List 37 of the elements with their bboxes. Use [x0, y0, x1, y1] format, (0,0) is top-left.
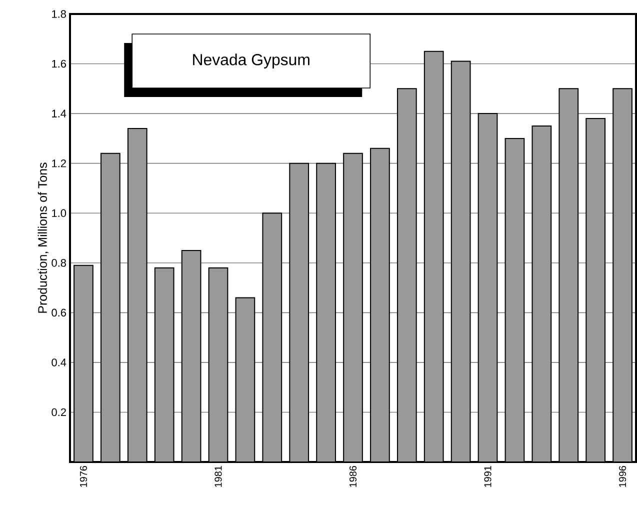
y-tick-label: 0.6: [52, 308, 66, 317]
y-tick-label: 1.6: [52, 60, 66, 68]
bar: [586, 118, 606, 462]
x-tick-label: 1976: [80, 466, 87, 487]
y-tick-label: 0.8: [52, 259, 66, 267]
y-tick-label: 1.8: [52, 10, 66, 18]
bar: [451, 61, 470, 462]
bar: [370, 148, 390, 462]
bar: [290, 163, 309, 462]
y-tick-label: 1.4: [52, 110, 66, 118]
bar: [154, 268, 174, 462]
text: Nevada Gypsum: [193, 54, 310, 68]
y-tick-label: 0.2: [52, 408, 66, 416]
x-tick-label: 1981: [214, 466, 222, 487]
bar: [424, 51, 444, 462]
y-tick-label: 0.4: [52, 358, 66, 366]
x-tick-label: 1996: [619, 466, 626, 487]
bar: [612, 88, 632, 462]
bar: [208, 268, 228, 462]
bar: [182, 250, 201, 462]
bar: [478, 114, 498, 462]
bar: [397, 88, 416, 462]
bar: [74, 265, 93, 462]
bar: [100, 153, 120, 462]
bar: [316, 163, 336, 462]
bar: [262, 213, 282, 462]
bar: [128, 128, 147, 462]
y-tick-label: 1.2: [52, 160, 66, 168]
bar: [559, 88, 578, 462]
bar: [236, 298, 255, 462]
bar: [344, 153, 362, 462]
x-tick-label: 1991: [484, 466, 492, 487]
y-axis-title: Production, Millions of Tons: [38, 162, 48, 313]
y-tick-label: 1.0: [52, 209, 66, 217]
bar: [505, 138, 524, 462]
bar: [532, 126, 552, 462]
x-tick-label: 1986: [349, 466, 357, 487]
